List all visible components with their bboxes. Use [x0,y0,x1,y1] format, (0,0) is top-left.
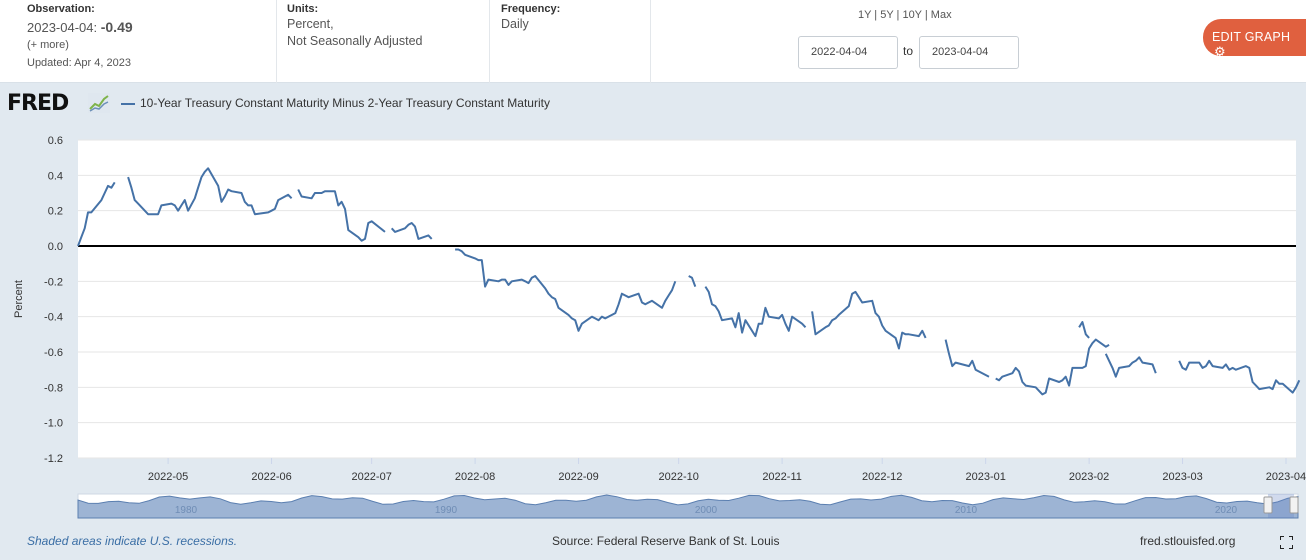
y-tick-label: -0.2 [44,276,63,288]
x-tick-label: 2023-01 [965,471,1005,483]
navigator-label: 1980 [175,505,198,516]
x-tick-label: 2022-09 [558,471,598,483]
navigator-area [77,494,1299,519]
x-tick-label: 2022-12 [862,471,902,483]
x-tick-label: 2022-08 [455,471,495,483]
y-tick-label: 0.0 [48,241,63,253]
more-link[interactable]: (+ more) [27,39,69,51]
top-info-bar: Observation: 2023-04-04: -0.49 (+ more) … [0,0,1306,83]
y-tick-label: 0.4 [48,170,63,182]
x-tick-label: 2022-07 [351,471,391,483]
legend-series-name: 10-Year Treasury Constant Maturity Minus… [140,96,550,110]
navigator-label: 2010 [955,505,978,516]
y-tick-label: -0.8 [44,382,63,394]
x-tick-label: 2022-10 [658,471,698,483]
y-tick-label: -1.2 [44,453,63,465]
to-label: to [903,44,914,58]
series-line-segment [1104,353,1157,378]
plot-area [78,140,1296,458]
end-date-input[interactable]: 2023-04-04 [919,36,1019,69]
y-tick-label: -0.6 [44,347,63,359]
observation-value: 2023-04-04: -0.49 [27,18,277,37]
units-line2: Not Seasonally Adjusted [287,34,423,48]
navigator-label: 2020 [1215,505,1238,516]
x-tick-label: 2023-03 [1162,471,1202,483]
x-tick-label: 2023-02 [1069,471,1109,483]
line-chart[interactable]: 0.6 0.4 0.2 0.0 -0.2 -0.4 -0.6 -0.8 -1.0 -1.2 2022… [0,128,1306,522]
gear-icon: ⚙ [1214,44,1226,59]
divider [650,0,651,83]
x-tick-label: 2022-06 [251,471,291,483]
units-line1: Percent, [287,17,334,31]
observation-label: Observation: [27,3,95,15]
navigator-label: 2000 [695,505,718,516]
range-links[interactable]: 1Y | 5Y | 10Y | Max [858,9,952,21]
y-tick-label: -0.4 [44,312,63,324]
series-line-segment [127,167,293,216]
updated-text: Updated: Apr 4, 2023 [27,57,131,69]
series-line-segment [944,339,990,378]
start-date-input[interactable]: 2022-04-04 [798,36,898,69]
divider [276,0,277,83]
divider [489,0,490,83]
series-line-segment [77,181,116,247]
source-text: Source: Federal Reserve Bank of St. Loui… [552,534,780,548]
units-label: Units: [287,3,319,15]
series-line-segment [704,286,807,338]
edit-graph-button[interactable]: EDIT GRAPH ⚙ [1203,19,1306,59]
legend-swatch [121,103,135,105]
observation-date: 2023-04-04: [27,20,101,35]
series-line-segment [1078,321,1090,339]
y-tick-label: 0.6 [48,135,63,147]
series-line-segment [995,338,1110,396]
frequency-panel: Frequency: Daily [501,0,651,83]
recessions-note: Shaded areas indicate U.S. recessions. [27,534,238,548]
navigator-label: 1990 [435,505,458,516]
logo-chart-icon [88,93,110,113]
y-tick-label: 0.2 [48,206,63,218]
site-link[interactable]: fred.stlouisfed.org [1140,534,1236,548]
series-line-segment [390,222,433,240]
fred-logo[interactable]: FRED [7,91,69,116]
frequency-value: Daily [501,17,529,31]
series-line-segment [455,248,677,332]
navigator-handle[interactable] [1263,496,1273,514]
series-line-segment [297,189,386,242]
x-tick-label: 2022-05 [148,471,188,483]
x-tick-label: 2022-11 [762,471,802,483]
units-panel: Units: Percent, Not Seasonally Adjusted [287,0,487,83]
y-tick-label: -1.0 [44,418,63,430]
observation-panel: Observation: 2023-04-04: -0.49 (+ more) … [27,0,277,83]
series-line-segment [688,275,697,287]
y-axis-label: Percent [13,280,25,318]
observation-number: -0.49 [100,19,133,35]
series-line-segment [811,290,927,350]
x-tick-label: 2023-04 [1266,471,1306,483]
frequency-label: Frequency: [501,3,561,15]
navigator-handle[interactable] [1289,496,1299,514]
fullscreen-icon[interactable] [1280,536,1293,549]
series-line-segment [1178,359,1301,394]
edit-graph-label: EDIT GRAPH [1212,30,1291,44]
